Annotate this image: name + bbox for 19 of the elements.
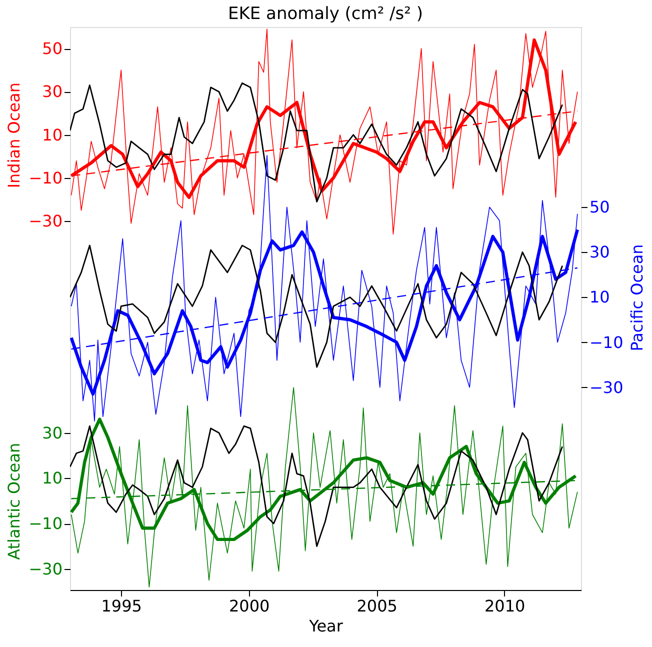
y2-tick-label: 30 — [590, 242, 610, 262]
x-axis-title: Year — [308, 616, 344, 636]
y-axis-title: Indian Ocean — [4, 82, 24, 188]
y-tick-label: 30 — [42, 82, 62, 102]
y2-axis-title: Pacific Ocean — [628, 244, 646, 352]
y3-axis-title: Atlantic Ocean — [4, 442, 24, 560]
x-tick-label: 2005 — [356, 596, 398, 616]
x-tick-label: 2000 — [228, 596, 270, 616]
y-tick-label: 50 — [42, 39, 62, 58]
x-tick-label: 2010 — [484, 596, 526, 616]
y-tick-label: −10 — [28, 168, 62, 188]
y2-tick-label: 50 — [590, 198, 610, 217]
y-tick-label: −30 — [28, 212, 62, 231]
y-tick-label: 10 — [42, 125, 62, 144]
y2-tick-label: −30 — [590, 378, 624, 397]
chart-title: EKE anomaly (cm² /s² ) — [228, 4, 423, 24]
y2-tick-label: 10 — [590, 288, 610, 307]
y2-tick-label: −10 — [590, 332, 624, 352]
x-tick-label: 1995 — [101, 596, 142, 616]
